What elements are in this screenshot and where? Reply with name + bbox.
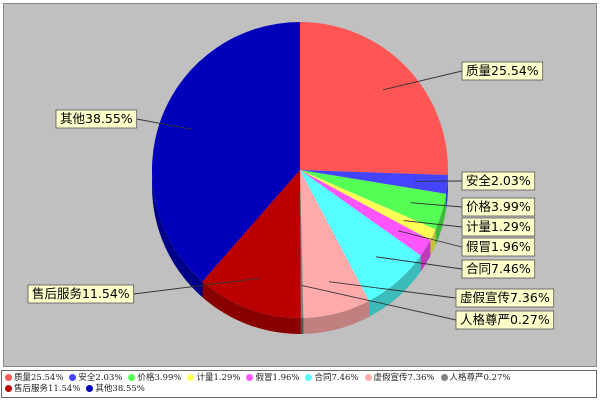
callout-line-5 — [376, 256, 463, 270]
legend-item-6: 虚假宣传7.36% — [364, 373, 435, 384]
legend-item-1: 安全2.03% — [69, 373, 122, 384]
pie-side-8 — [202, 281, 301, 334]
legend-label-8: 售后服务11.54% — [14, 384, 81, 394]
pie-slice-9 — [152, 22, 300, 282]
callout-box-9 — [55, 109, 138, 129]
callout-box-4 — [461, 237, 536, 257]
callout-box-7 — [455, 310, 555, 330]
callout-label-2: 价格3.99% — [466, 199, 531, 214]
legend-swatch-4 — [246, 374, 254, 381]
callout-8: 售后服务11.54% — [27, 284, 135, 304]
pie-slice-8 — [202, 170, 301, 319]
pie-slice-3 — [300, 170, 436, 241]
callout-box-5 — [461, 259, 536, 279]
legend-item-0: 质量25.54% — [5, 373, 63, 384]
callout-box-0 — [461, 61, 544, 81]
callout-line-6 — [328, 281, 457, 299]
legend-swatch-2 — [128, 374, 136, 381]
callout-box-2 — [461, 197, 536, 217]
callout-line-9 — [136, 118, 193, 130]
callout-box-1 — [461, 171, 536, 191]
legend-item-9: 其他38.55% — [86, 384, 145, 395]
pie-side-5 — [369, 255, 421, 317]
callout-label-8: 售后服务11.54% — [32, 286, 130, 301]
callout-box-3 — [461, 217, 536, 237]
pie-side-3 — [430, 229, 436, 257]
pie-side-6 — [303, 300, 370, 334]
legend-label-0: 质量25.54% — [14, 373, 64, 383]
legend-label-4: 假冒1.96% — [255, 373, 300, 383]
pie-side-2 — [435, 193, 447, 246]
callout-line-4 — [398, 230, 463, 248]
callout-label-9: 其他38.55% — [60, 111, 133, 126]
pie-chart: 质量25.54% 安全2.03% 价格3.99% 计量1.29% 假冒1.96% 合同7.… — [27, 22, 555, 334]
callout-4: 假冒1.96% — [461, 237, 536, 257]
pie-side-7 — [300, 317, 304, 334]
legend-item-2: 价格3.99% — [128, 373, 181, 384]
legend-label-9: 其他38.55% — [95, 384, 145, 394]
pie-slice-1 — [300, 170, 448, 194]
callout-5: 合同7.46% — [461, 259, 536, 279]
pie-slice-5 — [300, 170, 421, 301]
legend-swatch-9 — [86, 385, 94, 392]
legend-item-4: 假冒1.96% — [246, 373, 299, 384]
callout-line-2 — [410, 202, 463, 208]
callout-line-8 — [133, 277, 260, 295]
legend-label-1: 安全2.03% — [78, 373, 123, 383]
legend-swatch-0 — [5, 374, 12, 381]
callout-label-0: 质量25.54% — [466, 63, 539, 78]
legend-item-5: 合同7.46% — [305, 373, 359, 384]
legend-swatch-7 — [440, 374, 448, 381]
legend-label-2: 价格3.99% — [137, 373, 182, 383]
legend-swatch-5 — [305, 374, 313, 381]
pie-slice-6 — [300, 170, 370, 318]
pie-slice-2 — [300, 170, 447, 230]
legend-label-6: 虚假宣传7.36% — [373, 373, 435, 383]
callout-0: 质量25.54% — [461, 61, 544, 81]
legend-label-7: 人格尊严0.27% — [449, 373, 511, 383]
callout-7: 人格尊严0.27% — [455, 310, 555, 330]
callout-box-8 — [27, 284, 135, 304]
callout-label-7: 人格尊严0.27% — [460, 312, 550, 327]
pie-slice-0 — [300, 22, 449, 176]
callout-label-3: 计量1.29% — [466, 219, 531, 234]
legend-swatch-1 — [69, 374, 77, 381]
callout-3: 计量1.29% — [461, 217, 536, 237]
legend-label-5: 合同7.46% — [314, 373, 359, 383]
callout-label-4: 假冒1.96% — [466, 239, 531, 254]
callout-2: 价格3.99% — [461, 197, 536, 217]
callout-box-6 — [455, 288, 555, 308]
pie-side-9 — [152, 170, 203, 298]
chart-legend: 质量25.54% 安全2.03% 价格3.99% 计量1.29% 假冒1.96% 合同7.… — [1, 370, 597, 398]
legend-item-3: 计量1.29% — [187, 373, 240, 384]
legend-item-7: 人格尊严0.27% — [440, 373, 511, 384]
legend-swatch-6 — [364, 374, 372, 381]
callout-6: 虚假宣传7.36% — [455, 288, 555, 308]
callout-label-1: 安全2.03% — [466, 173, 531, 188]
pie-side-1 — [446, 175, 448, 210]
callout-label-6: 虚假宣传7.36% — [460, 290, 550, 305]
legend-swatch-3 — [187, 374, 195, 381]
callout-9: 其他38.55% — [55, 109, 138, 129]
legend-swatch-8 — [5, 385, 12, 392]
pie-slice-7 — [300, 170, 304, 318]
callout-line-3 — [403, 220, 463, 228]
pie-slice-4 — [300, 170, 431, 256]
callout-label-5: 合同7.46% — [466, 261, 531, 276]
callout-line-7 — [301, 284, 457, 321]
legend-label-3: 计量1.29% — [196, 373, 241, 383]
legend-item-8: 售后服务11.54% — [5, 384, 80, 395]
callout-1: 安全2.03% — [461, 171, 536, 191]
callout-line-0 — [382, 70, 463, 91]
